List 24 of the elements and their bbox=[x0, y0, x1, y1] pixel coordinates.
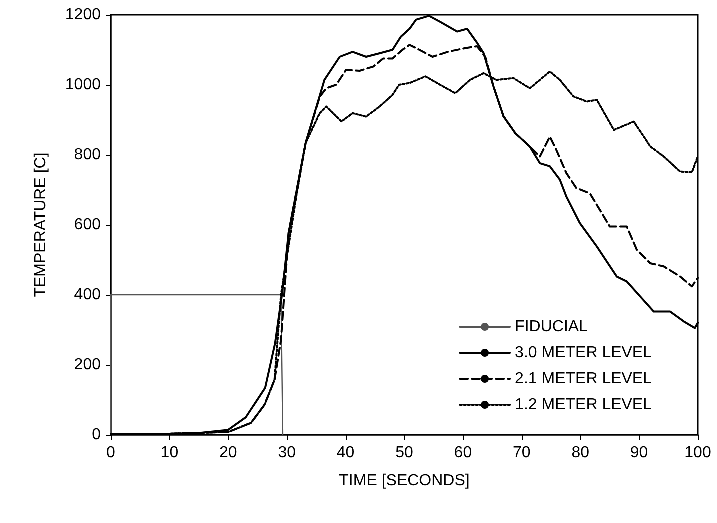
x-tick-label: 0 bbox=[106, 444, 116, 462]
x-tick-label: 80 bbox=[572, 444, 590, 462]
y-tick-label: 1200 bbox=[65, 6, 102, 24]
x-tick-label: 100 bbox=[684, 444, 712, 462]
y-tick-label: 800 bbox=[74, 146, 102, 164]
x-tick-label: 20 bbox=[220, 444, 238, 462]
x-tick-label: 10 bbox=[160, 444, 179, 462]
x-tick-label: 50 bbox=[396, 444, 414, 462]
x-tick-label: 70 bbox=[513, 444, 531, 462]
x-tick-label: 90 bbox=[630, 444, 648, 462]
y-axis-title: TEMPERATURE [C] bbox=[32, 152, 50, 298]
x-tick-label: 40 bbox=[336, 444, 355, 462]
legend-label: 3.0 METER LEVEL bbox=[515, 344, 652, 362]
x-tick-label: 60 bbox=[454, 444, 472, 462]
legend-label: 1.2 METER LEVEL bbox=[515, 396, 652, 414]
x-axis-title: TIME [SECONDS] bbox=[339, 472, 470, 490]
legend-label: 2.1 METER LEVEL bbox=[515, 370, 652, 388]
y-tick-label: 200 bbox=[74, 356, 102, 374]
legend-label: FIDUCIAL bbox=[515, 318, 588, 336]
y-tick-label: 400 bbox=[74, 286, 102, 304]
y-tick-label: 1000 bbox=[65, 76, 102, 94]
x-tick-label: 30 bbox=[278, 444, 296, 462]
y-tick-label: 0 bbox=[92, 426, 102, 444]
y-tick-label: 600 bbox=[74, 216, 102, 234]
